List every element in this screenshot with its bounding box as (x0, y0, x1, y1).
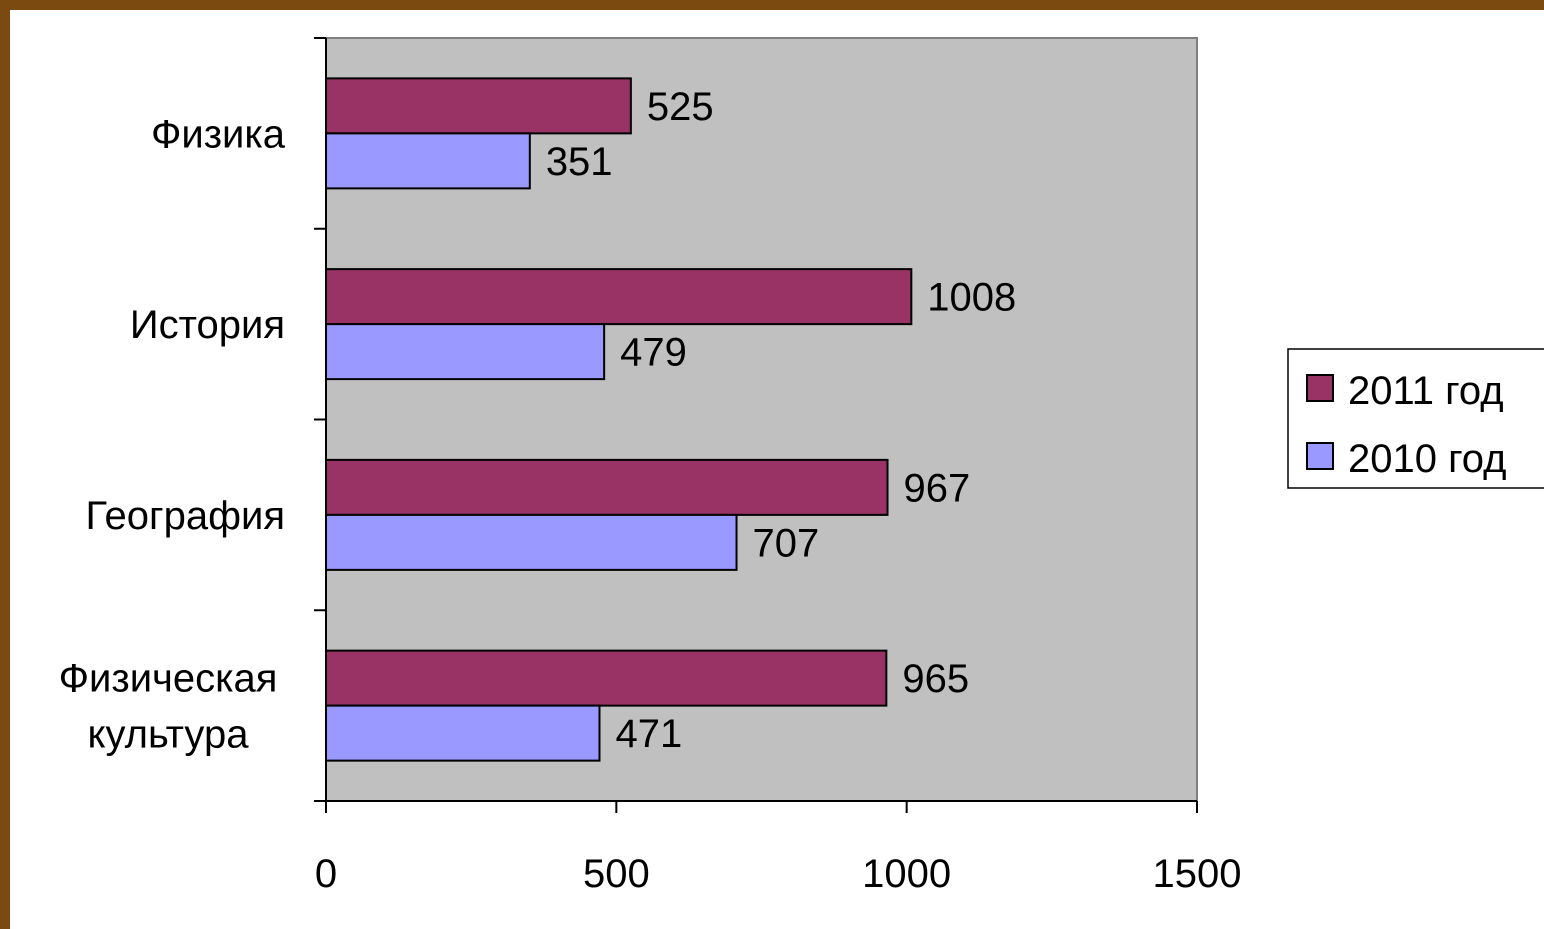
category-label: География (86, 494, 285, 538)
legend-swatch (1306, 374, 1334, 402)
legend-label: 2011 год (1348, 369, 1504, 413)
x-tick-label: 500 (583, 852, 650, 896)
category-label: Физика (151, 112, 286, 156)
bar (325, 704, 601, 762)
data-label: 1008 (927, 276, 1016, 320)
data-label: 351 (546, 140, 613, 184)
data-label: 965 (902, 657, 969, 701)
category-label: Физическая культура (59, 657, 278, 757)
data-label: 479 (620, 331, 687, 375)
data-label: 471 (615, 712, 682, 756)
category-label: История (130, 303, 285, 347)
legend-swatch (1306, 442, 1334, 470)
bar (325, 132, 531, 190)
data-label: 525 (647, 85, 714, 129)
bar (325, 77, 632, 135)
bar (325, 649, 888, 707)
x-tick-label: 0 (315, 852, 337, 896)
bar (325, 268, 913, 326)
bar (325, 458, 889, 516)
chart-frame: 525 351 Физика 1008 479 История 967 707 Географи… (10, 10, 1544, 929)
x-tick-label: 1000 (862, 852, 951, 896)
bar (325, 323, 606, 381)
bar-chart: 525 351 Физика 1008 479 История 967 707 Географи… (59, 37, 1544, 896)
legend-label: 2010 год (1348, 437, 1507, 481)
bar (325, 513, 738, 571)
data-label: 707 (753, 521, 820, 565)
data-label: 967 (904, 466, 971, 510)
x-tick-label: 1500 (1153, 852, 1242, 896)
